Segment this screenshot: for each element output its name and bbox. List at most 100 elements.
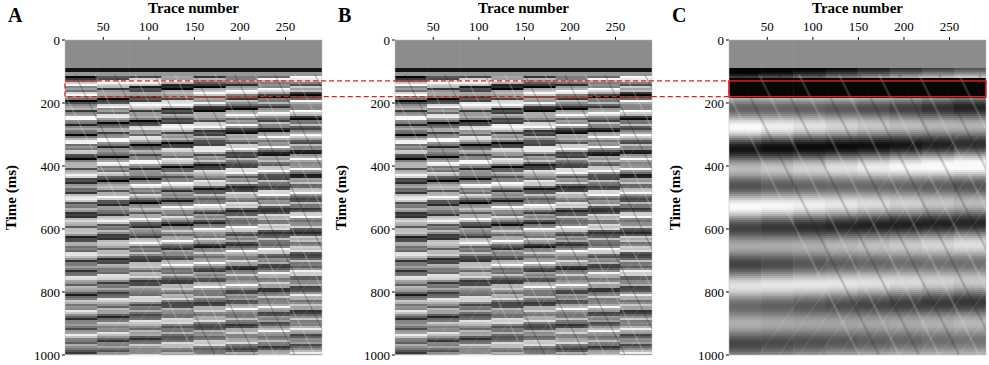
texture bbox=[491, 88, 524, 90]
texture bbox=[395, 266, 428, 268]
texture bbox=[491, 126, 524, 128]
texture bbox=[161, 270, 194, 272]
texture bbox=[395, 142, 428, 144]
texture bbox=[395, 192, 428, 194]
texture bbox=[427, 266, 460, 268]
texture bbox=[459, 130, 492, 132]
texture bbox=[194, 156, 227, 158]
texture bbox=[129, 188, 162, 190]
texture bbox=[491, 194, 524, 196]
texture bbox=[65, 306, 98, 308]
texture bbox=[290, 306, 322, 308]
texture bbox=[65, 184, 98, 186]
texture bbox=[395, 236, 428, 238]
texture bbox=[65, 282, 98, 284]
texture bbox=[258, 72, 291, 74]
texture bbox=[226, 294, 259, 296]
texture bbox=[427, 156, 460, 158]
texture bbox=[459, 272, 492, 274]
texture bbox=[395, 274, 428, 276]
texture bbox=[258, 196, 291, 198]
texture bbox=[194, 220, 227, 222]
texture bbox=[194, 336, 227, 338]
texture bbox=[97, 304, 130, 306]
texture bbox=[129, 110, 162, 112]
y-axis-title: Time (ms) bbox=[3, 165, 20, 230]
texture bbox=[97, 318, 130, 320]
texture bbox=[65, 52, 98, 54]
texture bbox=[255, 75, 322, 355]
texture bbox=[290, 54, 322, 56]
texture bbox=[129, 306, 162, 308]
texture bbox=[395, 152, 428, 154]
texture bbox=[258, 252, 291, 254]
texture bbox=[194, 138, 227, 140]
texture bbox=[395, 338, 428, 340]
texture bbox=[194, 132, 227, 134]
texture bbox=[65, 100, 98, 102]
texture bbox=[97, 262, 130, 264]
texture bbox=[161, 74, 194, 76]
texture bbox=[427, 182, 460, 184]
texture bbox=[97, 200, 130, 202]
texture bbox=[524, 68, 557, 70]
texture bbox=[290, 208, 322, 210]
texture bbox=[129, 346, 162, 348]
texture bbox=[65, 312, 98, 314]
texture bbox=[459, 40, 492, 42]
texture bbox=[129, 236, 162, 238]
texture bbox=[97, 334, 130, 336]
texture bbox=[427, 250, 460, 252]
texture bbox=[97, 272, 130, 274]
texture bbox=[97, 186, 130, 188]
texture bbox=[129, 64, 162, 66]
texture bbox=[65, 72, 98, 74]
texture bbox=[258, 158, 291, 160]
texture bbox=[65, 154, 98, 156]
texture bbox=[226, 100, 259, 102]
texture bbox=[97, 258, 130, 260]
texture bbox=[395, 262, 428, 264]
texture bbox=[427, 46, 460, 48]
texture bbox=[524, 118, 557, 120]
texture bbox=[524, 98, 557, 100]
texture bbox=[395, 52, 428, 54]
texture bbox=[491, 52, 524, 54]
texture bbox=[226, 76, 259, 78]
texture bbox=[459, 180, 492, 182]
texture bbox=[459, 226, 492, 228]
texture bbox=[226, 160, 259, 162]
texture bbox=[395, 166, 428, 168]
texture bbox=[427, 308, 460, 310]
texture bbox=[161, 346, 194, 348]
texture bbox=[459, 228, 492, 230]
texture bbox=[427, 54, 460, 56]
texture bbox=[258, 302, 291, 304]
texture bbox=[65, 226, 98, 228]
texture bbox=[129, 314, 162, 316]
texture bbox=[65, 290, 98, 292]
texture bbox=[65, 116, 98, 118]
texture bbox=[491, 156, 524, 158]
texture bbox=[226, 130, 259, 132]
texture bbox=[290, 276, 322, 278]
texture bbox=[258, 108, 291, 110]
texture bbox=[427, 68, 460, 70]
texture bbox=[226, 322, 259, 324]
texture bbox=[65, 240, 98, 242]
texture bbox=[290, 266, 322, 268]
texture bbox=[194, 186, 227, 188]
texture bbox=[395, 228, 428, 230]
texture bbox=[491, 92, 524, 94]
texture bbox=[258, 320, 291, 322]
texture bbox=[129, 344, 162, 346]
texture bbox=[129, 336, 162, 338]
texture bbox=[97, 248, 130, 250]
texture bbox=[491, 196, 524, 198]
texture bbox=[65, 76, 98, 78]
texture bbox=[161, 44, 194, 46]
texture bbox=[129, 106, 162, 108]
texture bbox=[395, 54, 428, 56]
texture bbox=[161, 332, 194, 334]
texture bbox=[459, 44, 492, 46]
